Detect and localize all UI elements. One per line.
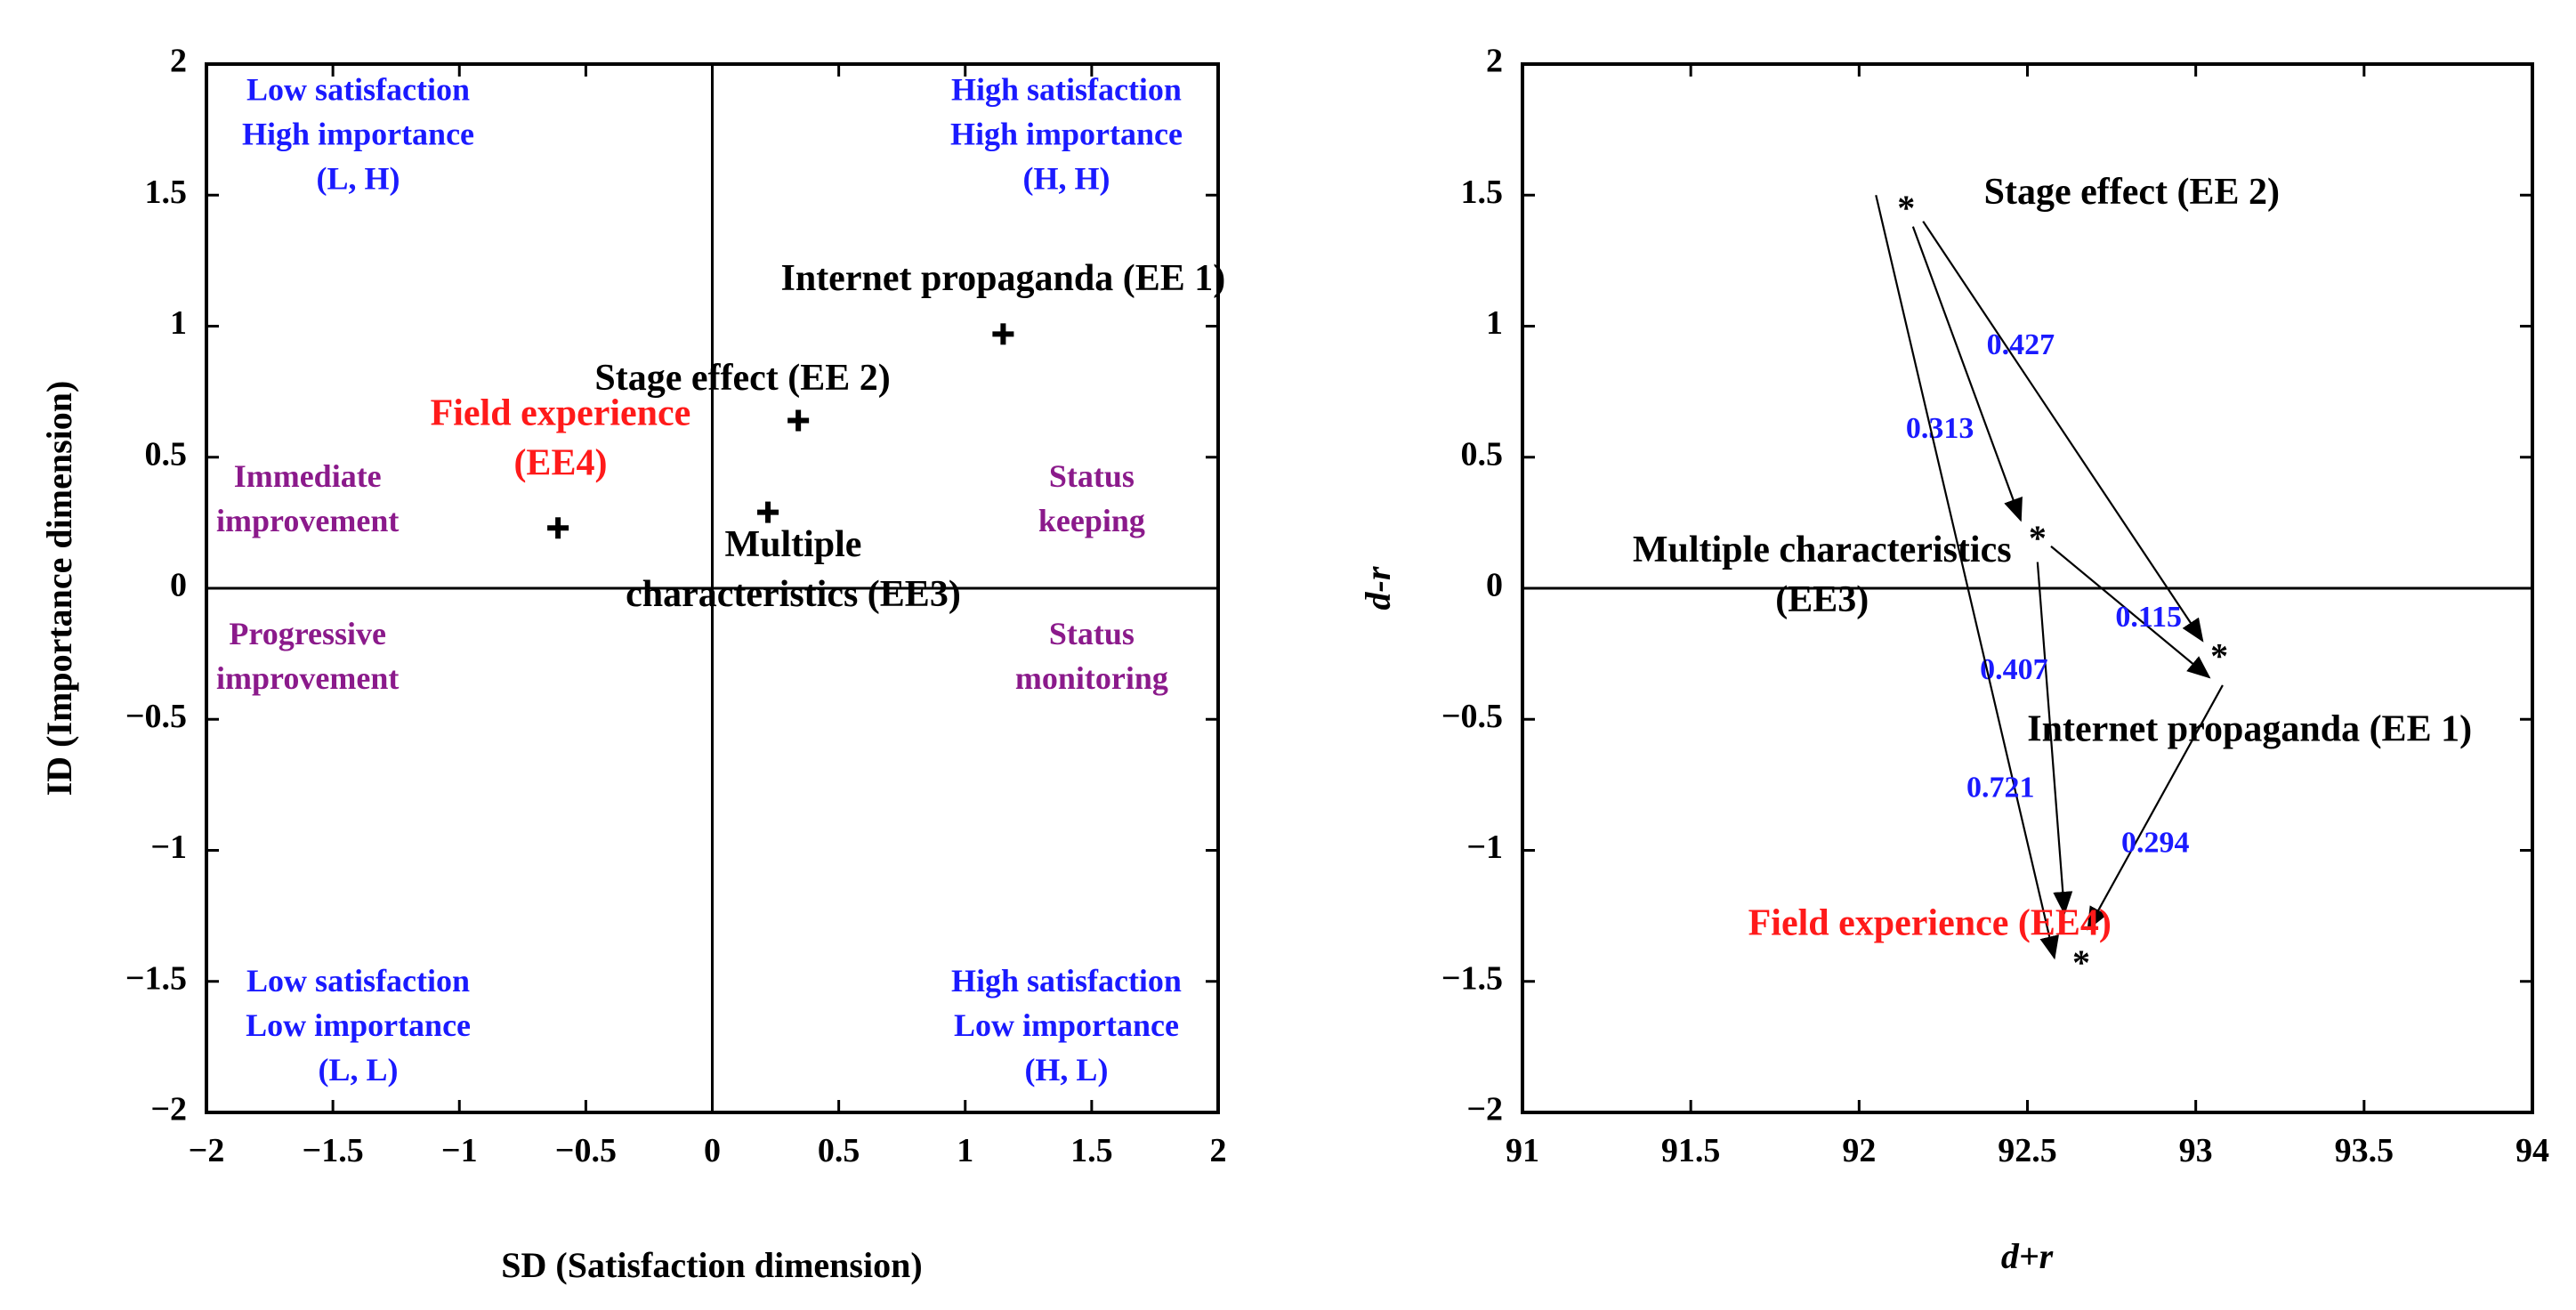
- isa-y-tick-label: 0: [170, 567, 187, 604]
- strategy-label: Status: [1049, 616, 1135, 651]
- dematel-point-label: Multiple characteristics: [1633, 530, 2012, 570]
- dematel-x-tick-label: 94: [2515, 1132, 2549, 1169]
- dematel-x-tick-label: 93.5: [2335, 1132, 2394, 1169]
- strategy-label: Progressive: [229, 616, 386, 651]
- isa-x-tick-label: 0.5: [818, 1132, 860, 1169]
- isa-x-tick-label: −2: [189, 1132, 225, 1169]
- quadrant-label: (H, H): [1022, 161, 1110, 197]
- influence-arrow: [2087, 684, 2224, 931]
- dematel-y-tick-label: −1.5: [1441, 959, 1503, 997]
- influence-arrow: [2050, 546, 2211, 679]
- dematel-x-tick-label: 91: [1506, 1132, 1539, 1169]
- isa-y-tick-label: 2: [170, 43, 187, 80]
- dematel-y-tick-label: 0.5: [1461, 435, 1504, 473]
- isa-y-tick-label: 1: [170, 304, 187, 342]
- isa-point-label: Field experience: [431, 393, 691, 434]
- strategy-label: improvement: [216, 503, 399, 538]
- strategy-label: monitoring: [1015, 660, 1168, 696]
- dematel-causal-chart: −2 −1.5 −1 −0.5 0 0.5 1 1.5 2 91 91.5 92 92.5 93 93.5…: [1358, 43, 2549, 1276]
- isa-x-tick-label: 0: [704, 1132, 721, 1169]
- isa-y-tick-label: −2: [150, 1091, 187, 1128]
- isa-y-tick-label: −1.5: [125, 959, 187, 997]
- influence-arrow: [1911, 226, 2023, 522]
- dematel-x-tick-label: 91.5: [1661, 1132, 1721, 1169]
- quadrant-label: Low importance: [246, 1007, 471, 1043]
- dematel-y-axis-label: d-r: [1358, 566, 1398, 610]
- influence-arrow: [1875, 194, 2059, 960]
- dematel-point-label: Internet propaganda (EE 1): [2027, 709, 2472, 750]
- isa-x-tick-label: −0.5: [555, 1132, 617, 1169]
- dematel-point-label: (EE3): [1775, 579, 1869, 620]
- strategy-label: improvement: [216, 660, 399, 696]
- isa-data-point: [757, 501, 779, 523]
- dematel-y-tick-label: 0: [1486, 567, 1503, 604]
- isa-x-tick-label: −1: [441, 1132, 478, 1169]
- isa-y-tick-label: −0.5: [125, 698, 187, 735]
- influence-weight-label: 0.721: [1966, 772, 2035, 805]
- strategy-label: Immediate: [234, 458, 382, 494]
- isa-x-tick-label: 1: [957, 1132, 973, 1169]
- isa-point-label: characteristics (EE3): [626, 574, 961, 615]
- influence-arrow: [1922, 221, 2204, 643]
- dematel-data-point: *: [2029, 518, 2047, 558]
- isa-y-tick-label: −1: [150, 829, 187, 866]
- dematel-y-tick-label: 2: [1486, 43, 1503, 80]
- isa-x-tick-label: −1.5: [303, 1132, 364, 1169]
- dematel-data-point: *: [2072, 942, 2090, 982]
- quadrant-label: Low satisfaction: [246, 963, 470, 999]
- strategy-label: Status: [1049, 458, 1135, 494]
- quadrant-label: High satisfaction: [951, 72, 1182, 108]
- quadrant-label: High satisfaction: [951, 963, 1182, 999]
- dematel-y-tick-label: −1: [1466, 829, 1503, 866]
- influence-arrow: [2036, 562, 2073, 916]
- isa-data-point: [992, 323, 1014, 345]
- isa-x-tick-label: 2: [1210, 1132, 1227, 1169]
- isa-point-label: Internet propaganda (EE 1): [780, 258, 1225, 299]
- influence-weight-label: 0.115: [2115, 601, 2182, 634]
- isa-point-label: (EE4): [513, 443, 607, 484]
- dematel-data-point: *: [1897, 188, 1915, 228]
- strategy-label: keeping: [1038, 503, 1145, 538]
- isa-matrix-chart: −2 −1.5 −1 −0.5 0 0.5 1 1.5 2 −2 −1.5 −1 −0.5 0 0.5 1 1…: [39, 43, 1227, 1285]
- influence-weight-label: 0.407: [1980, 653, 2048, 686]
- isa-x-tick-label: 1.5: [1070, 1132, 1113, 1169]
- quadrant-label: High importance: [242, 117, 474, 152]
- dematel-x-tick-label: 92.5: [1998, 1132, 2057, 1169]
- dematel-y-tick-label: −0.5: [1441, 698, 1503, 735]
- quadrant-label: (L, H): [317, 161, 400, 197]
- quadrant-label: High importance: [950, 117, 1183, 152]
- dematel-y-tick-label: −2: [1466, 1091, 1503, 1128]
- dematel-x-axis-label: d+r: [2001, 1236, 2054, 1276]
- quadrant-label: (L, L): [319, 1052, 399, 1088]
- dematel-x-tick-label: 92: [1842, 1132, 1876, 1169]
- dematel-y-tick-label: 1.5: [1461, 174, 1504, 211]
- quadrant-label: (H, L): [1024, 1052, 1108, 1088]
- dematel-data-point: *: [2210, 636, 2228, 676]
- isa-y-tick-label: 1.5: [145, 174, 188, 211]
- isa-x-axis-label: SD (Satisfaction dimension): [501, 1245, 922, 1285]
- dematel-point-label: Field experience (EE4): [1748, 903, 2112, 944]
- influence-weight-label: 0.294: [2121, 826, 2190, 859]
- influence-weight-label: 0.427: [1987, 328, 2055, 361]
- dematel-y-tick-label: 1: [1486, 304, 1503, 342]
- dematel-point-label: Stage effect (EE 2): [1984, 172, 2280, 213]
- influence-weight-label: 0.313: [1906, 412, 1974, 445]
- isa-data-point: [547, 517, 569, 539]
- quadrant-label: Low satisfaction: [246, 72, 470, 108]
- isa-point-label: Multiple: [724, 524, 861, 565]
- isa-data-point: [787, 409, 810, 432]
- isa-y-tick-label: 0.5: [145, 435, 188, 473]
- isa-point-label: Stage effect (EE 2): [594, 358, 890, 399]
- dematel-x-tick-label: 93: [2179, 1132, 2213, 1169]
- quadrant-label: Low importance: [954, 1007, 1179, 1043]
- isa-y-axis-label: ID (Importance dimension): [39, 381, 79, 797]
